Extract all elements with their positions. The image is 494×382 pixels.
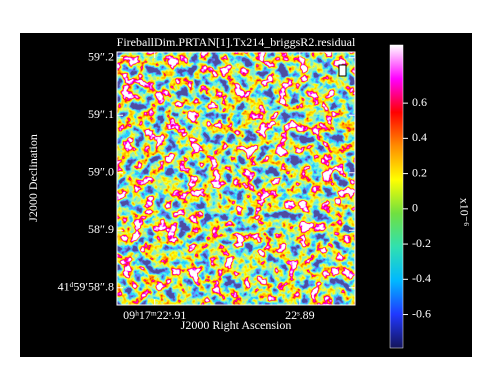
colorbar-tick-label: 0 [412,201,418,215]
y-tick-label: 58″.9 [88,222,114,236]
colorbar-tick-label: 0.4 [412,130,427,144]
y-tick-label: 59″.0 [88,165,114,179]
colorbar-tick-label: -0.4 [412,271,431,285]
x-tick-label: 09ʰ17ᵐ22ˢ.91 [123,308,186,322]
y-tick-label: 59″.1 [88,107,114,121]
colorbar-label: x10⁻⁶ [457,198,471,227]
marker [338,64,347,77]
colorbar-tick-label: 0.6 [412,95,427,109]
x-tick-label: 22ˢ.89 [285,308,315,322]
image-frame [116,51,356,306]
colorbar-tick-label: -0.2 [412,236,431,250]
chart-title: FireballDim.PRTAN[1].Tx214_briggsR2.resi… [117,35,356,49]
y-tick-label: 41ᵈ59′58″.8 [58,280,114,294]
colorbar-tick-label: 0.2 [412,165,427,179]
residual-image [117,52,355,305]
y-tick-label: 59″.2 [88,50,114,64]
colorbar-tick-label: -0.6 [412,306,431,320]
x-axis-label: J2000 Right Ascension [181,318,292,332]
colorbar [389,44,404,349]
y-axis-label: J2000 Declination [26,134,40,222]
